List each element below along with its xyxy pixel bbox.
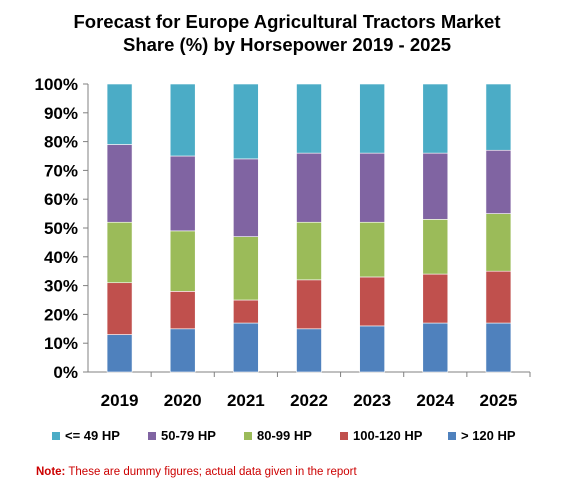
x-tick-label: 2024 — [416, 391, 454, 410]
bar-segment — [106, 334, 133, 373]
x-tick-label: 2019 — [101, 391, 139, 410]
bar-segment — [485, 322, 512, 373]
bar-segment — [422, 83, 449, 154]
bar-segment — [233, 158, 259, 237]
bar-segment — [422, 273, 449, 324]
y-tick-label: 40% — [44, 248, 78, 267]
x-tick-label: 2025 — [480, 391, 518, 410]
legend-label: <= 49 HP — [65, 428, 120, 443]
legend-label: > 120 HP — [461, 428, 516, 443]
bar-segment — [233, 299, 259, 324]
bar-segment — [233, 322, 259, 373]
chart-title: Forecast for Europe Agricultural Tractor… — [0, 10, 574, 56]
chart-title-line-1: Forecast for Europe Agricultural Tractor… — [73, 11, 501, 32]
y-tick-label: 30% — [44, 277, 78, 296]
footnote: Note: These are dummy figures; actual da… — [36, 466, 357, 478]
bar-segment — [169, 155, 196, 232]
legend-swatch — [340, 432, 348, 440]
legend-label: 80-99 HP — [257, 428, 312, 443]
bar-segment — [169, 328, 196, 373]
footnote-text: These are dummy figures; actual data giv… — [65, 466, 357, 478]
bar-segment — [296, 152, 322, 223]
legend-swatch — [148, 432, 156, 440]
y-tick-label: 100% — [35, 75, 78, 94]
bar-segment — [359, 83, 385, 154]
bar-segment — [359, 276, 385, 327]
bar-segment — [169, 230, 196, 292]
footnote-label: Note: — [36, 466, 66, 478]
bar-segment — [485, 83, 512, 151]
bar-segment — [485, 213, 512, 272]
bar-segment — [106, 144, 133, 223]
y-tick-label: 50% — [44, 219, 78, 238]
bar-segment — [422, 322, 449, 373]
bar-segment — [359, 152, 385, 223]
bar-segment — [296, 221, 322, 281]
bar-segment — [106, 221, 133, 284]
bar-segment — [359, 221, 385, 278]
legend-swatch — [52, 432, 60, 440]
bar-segment — [296, 83, 322, 154]
bar-segment — [233, 83, 259, 160]
x-tick-label: 2022 — [290, 391, 328, 410]
bar-segment — [169, 291, 196, 330]
bar-segment — [296, 279, 322, 330]
legend-swatch — [448, 432, 456, 440]
y-tick-label: 80% — [44, 133, 78, 152]
bar-segment — [233, 236, 259, 301]
bar-segment — [296, 328, 322, 373]
x-tick-label: 2020 — [164, 391, 202, 410]
x-tick-label: 2023 — [353, 391, 391, 410]
x-tick-label: 2021 — [227, 391, 265, 410]
y-tick-label: 70% — [44, 161, 78, 180]
bar-segment — [359, 325, 385, 373]
y-tick-label: 20% — [44, 305, 78, 324]
y-tick-label: 10% — [44, 334, 78, 353]
legend-label: 100-120 HP — [353, 428, 423, 443]
y-tick-label: 60% — [44, 190, 78, 209]
bar-segment — [422, 219, 449, 275]
legend-swatch — [244, 432, 252, 440]
bar-segment — [106, 282, 133, 335]
bar-segment — [106, 83, 133, 145]
legend-label: 50-79 HP — [161, 428, 216, 443]
bar-segment — [485, 149, 512, 214]
bar-segment — [169, 83, 196, 157]
chart-title-line-2: Share (%) by Horsepower 2019 - 2025 — [122, 34, 451, 55]
y-tick-label: 0% — [53, 363, 78, 382]
bar-segment — [485, 270, 512, 324]
bar-segment — [422, 152, 449, 220]
y-tick-label: 90% — [44, 104, 78, 123]
